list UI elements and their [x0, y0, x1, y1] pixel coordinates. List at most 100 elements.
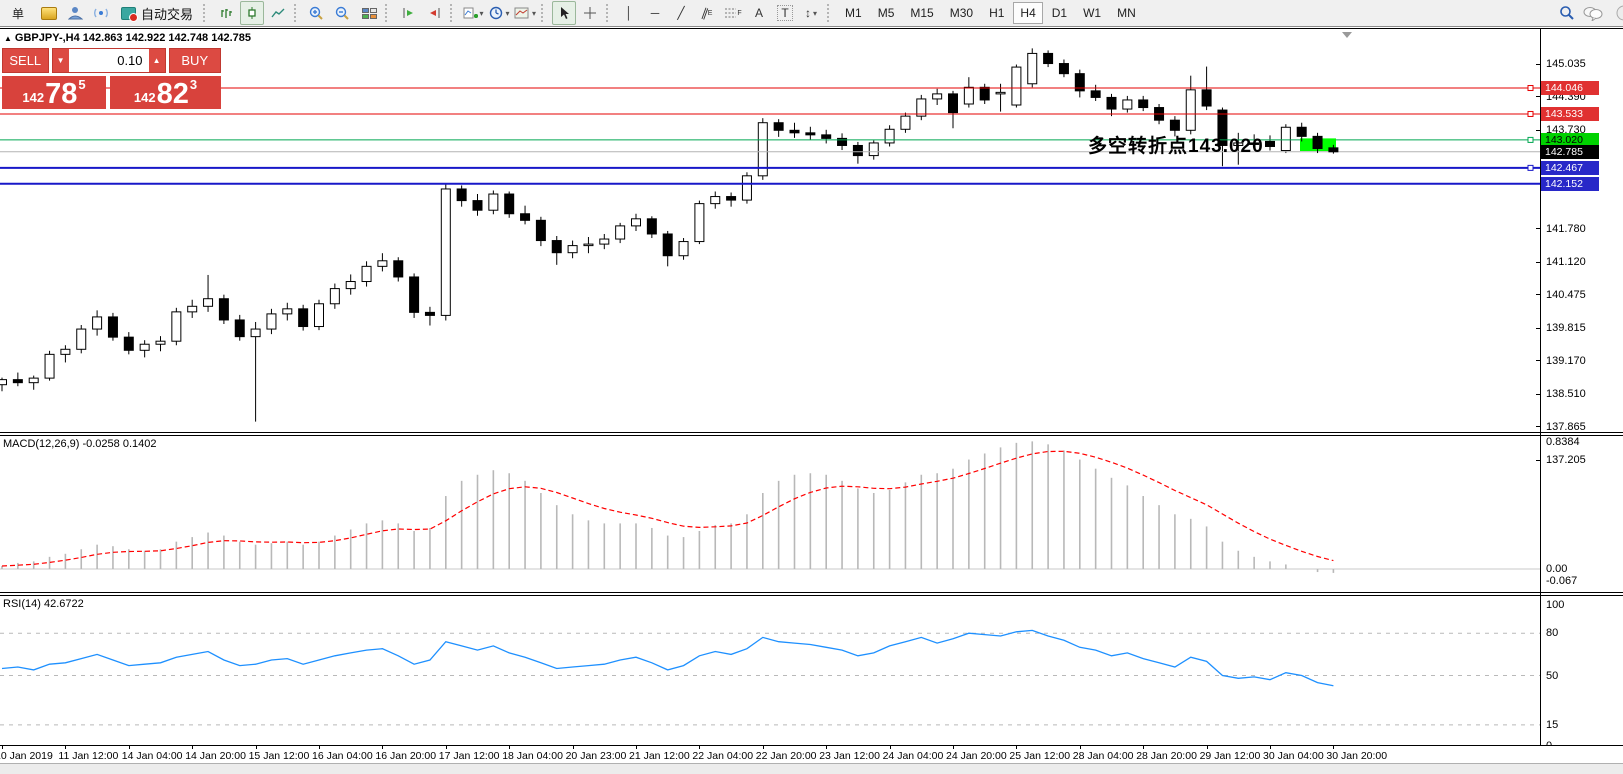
time-tick-label: 22 Jan 20:00 — [755, 750, 817, 762]
line-chart-icon[interactable] — [266, 1, 290, 25]
pivot-annotation[interactable]: 多空转折点143.020 — [1088, 136, 1264, 157]
label-tool-icon[interactable]: T — [773, 1, 797, 25]
auto-scroll-icon[interactable] — [422, 1, 446, 25]
indicators-icon[interactable]: ▾ — [461, 1, 485, 25]
bar-chart-icon[interactable] — [214, 1, 238, 25]
trendline-icon[interactable]: ╱ — [677, 6, 685, 20]
timeframe-d1[interactable]: D1 — [1051, 6, 1068, 20]
timeframe-m15[interactable]: M15 — [910, 6, 934, 20]
time-tick — [826, 746, 828, 749]
arrows-tool-icon[interactable]: ↕ ▾ — [805, 6, 818, 20]
tile-windows-icon[interactable] — [357, 1, 381, 25]
macd-plot[interactable] — [0, 436, 1540, 592]
horizontal-scrollbar[interactable] — [0, 763, 1623, 774]
price-level-badge: 142.785 — [1541, 144, 1599, 159]
time-axis[interactable]: 10 Jan 2019 11 Jan 12:00 14 Jan 04:00 14 Ja… — [0, 745, 1623, 763]
time-tick — [699, 746, 701, 749]
price-level-badge: 142.152 — [1541, 176, 1599, 191]
price-tick-label: 140.475 — [1546, 288, 1586, 301]
toolbar-grip — [385, 4, 392, 22]
time-tick — [1206, 746, 1208, 749]
time-tick-label: 24 Jan 20:00 — [946, 750, 1007, 762]
price-axis[interactable] — [1540, 29, 1541, 745]
sell-button[interactable]: SELL — [2, 48, 49, 73]
timeframe-m5[interactable]: M5 — [877, 6, 895, 20]
metaeditor-icon[interactable] — [37, 1, 61, 25]
time-tick — [572, 746, 574, 749]
buy-price-prefix: 142 — [133, 90, 156, 105]
price-tick-label: 137.205 — [1546, 454, 1586, 466]
time-tick — [762, 746, 764, 749]
channel-icon[interactable]: ∥ E — [699, 5, 713, 21]
zoom-out-icon[interactable] — [331, 1, 355, 25]
price-level-badge: 143.020 — [1541, 132, 1599, 147]
new-order-button[interactable]: 单 — [11, 6, 24, 21]
periods-icon[interactable]: ▾ — [487, 1, 511, 25]
rsi-axis-label: 15 — [1546, 718, 1559, 731]
price-tick — [1536, 228, 1541, 230]
time-tick-label: 23 Jan 12:00 — [819, 750, 880, 762]
chart-shift-marker[interactable] — [1342, 32, 1352, 38]
chart-shift-icon[interactable] — [396, 1, 420, 25]
crosshair-icon[interactable] — [578, 1, 602, 25]
pane-separator[interactable] — [0, 432, 1623, 436]
time-tick-label: 14 Jan 04:00 — [121, 750, 183, 762]
macd-label: MACD(12,26,9) -0.0258 0.1402 — [3, 438, 157, 450]
horizontal-line-icon[interactable]: ─ — [650, 6, 660, 20]
timeframe-w1[interactable]: W1 — [1083, 6, 1102, 20]
time-tick-label: 16 Jan 04:00 — [312, 750, 373, 762]
time-tick — [953, 746, 954, 749]
price-tick-label: 141.780 — [1546, 222, 1586, 235]
search-icon[interactable] — [1555, 1, 1579, 25]
autotrading-icon — [121, 6, 138, 22]
volume-decrease-button[interactable]: ▼ — [56, 56, 65, 65]
macd-axis-zero: 0.00 — [1546, 563, 1568, 575]
partial-edge-icon[interactable] — [1607, 1, 1623, 25]
timeframe-h4[interactable]: H4 — [1013, 2, 1043, 24]
time-tick — [1016, 746, 1018, 749]
panel-collapse-icon[interactable]: ▲ — [4, 34, 12, 43]
signals-icon[interactable] — [89, 1, 113, 25]
templates-icon[interactable]: ▾ — [513, 1, 537, 25]
fibonacci-icon[interactable]: F — [725, 8, 742, 18]
timeframe-group: M1 M5 M15 M30 H1 H4 D1 W1 MN — [837, 2, 1144, 24]
main-chart-plot[interactable] — [0, 29, 1540, 432]
pane-separator[interactable] — [0, 592, 1623, 596]
time-tick — [319, 746, 320, 749]
rsi-axis-label: 50 — [1546, 669, 1559, 682]
sell-price-display[interactable]: 142 78 5 — [2, 76, 106, 109]
volume-input[interactable] — [68, 49, 149, 72]
buy-price-display[interactable]: 142 82 3 — [110, 76, 221, 109]
price-tick — [1536, 426, 1541, 428]
text-tool-icon[interactable]: A — [755, 6, 764, 20]
time-tick-label: 16 Jan 20:00 — [375, 750, 437, 762]
autotrading-button[interactable]: 自动交易 — [115, 1, 199, 25]
profile-icon[interactable] — [63, 1, 87, 25]
candlestick-icon[interactable] — [240, 1, 265, 25]
toolbar-grip — [606, 4, 613, 22]
zoom-in-icon[interactable] — [305, 1, 329, 25]
price-tick — [1536, 129, 1541, 131]
chat-icon[interactable] — [1581, 1, 1605, 25]
volume-increase-button[interactable]: ▲ — [152, 56, 161, 65]
symbol-ohlc-text: GBPJPY-,H4 142.863 142.922 142.748 142.7… — [14, 32, 251, 44]
rsi-axis-label: 100 — [1546, 599, 1565, 611]
timeframe-h1[interactable]: H1 — [989, 6, 1005, 20]
price-level-badge: 144.046 — [1541, 81, 1599, 96]
vertical-line-icon[interactable]: │ — [625, 6, 633, 20]
toolbar-grip — [541, 4, 548, 22]
cursor-icon[interactable] — [552, 1, 577, 25]
toolbar-grip — [827, 4, 834, 22]
price-tick — [1536, 261, 1541, 263]
timeframe-m1[interactable]: M1 — [845, 6, 862, 20]
buy-button[interactable]: BUY — [168, 48, 221, 73]
time-tick-label: 24 Jan 04:00 — [882, 750, 944, 762]
time-tick-label: 15 Jan 12:00 — [248, 750, 310, 762]
timeframe-m30[interactable]: M30 — [949, 6, 974, 20]
time-tick-label: 11 Jan 12:00 — [58, 750, 119, 762]
timeframe-mn[interactable]: MN — [1117, 6, 1136, 20]
price-tick — [1536, 327, 1541, 329]
rsi-plot[interactable] — [0, 596, 1540, 745]
